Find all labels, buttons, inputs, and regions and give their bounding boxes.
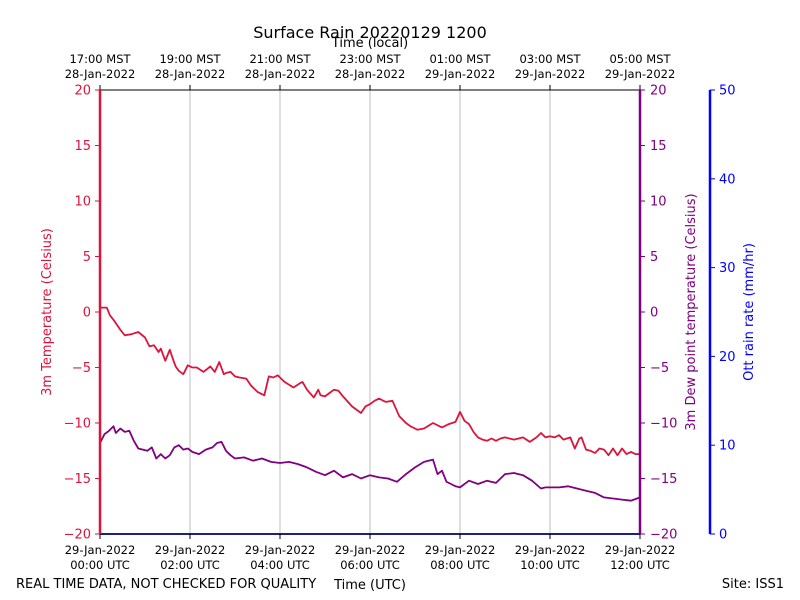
y-left-tick-label: −15	[64, 472, 91, 487]
x-top-tick-date: 29-Jan-2022	[515, 67, 586, 81]
x-bottom-tick-date: 29-Jan-2022	[245, 543, 316, 557]
series-line-1	[99, 425, 641, 502]
x-top-tick-date: 28-Jan-2022	[335, 67, 406, 81]
x-top-tick-time: 05:00 MST	[609, 52, 671, 66]
x-top-tick-time: 23:00 MST	[339, 52, 401, 66]
y-left-tick-label: −10	[64, 417, 91, 432]
y-right2-tick-label: 10	[719, 439, 736, 454]
chart-title: Surface Rain 20220129 1200	[253, 23, 487, 42]
x-bottom-tick-date: 29-Jan-2022	[425, 543, 496, 557]
x-top-tick-date: 28-Jan-2022	[65, 67, 136, 81]
y-right1-tick-label: 5	[650, 250, 658, 265]
x-bottom-tick-time: 12:00 UTC	[610, 558, 670, 572]
x-bottom-tick-date: 29-Jan-2022	[65, 543, 136, 557]
top-axis-label: Time (local)	[331, 36, 408, 51]
x-bottom-tick-date: 29-Jan-2022	[515, 543, 586, 557]
y-right2-tick-label: 40	[719, 172, 736, 187]
y-left-tick-label: 5	[83, 250, 91, 265]
y-right1-tick-label: 20	[650, 84, 667, 99]
x-top-tick-time: 01:00 MST	[429, 52, 491, 66]
x-top-tick-date: 29-Jan-2022	[605, 67, 676, 81]
y-right1-tick-label: −15	[650, 472, 677, 487]
x-bottom-tick-date: 29-Jan-2022	[335, 543, 406, 557]
y-right2-tick-label: 0	[719, 528, 727, 543]
y-right1-axis-label: 3m Dew point temperature (Celsius)	[684, 193, 699, 430]
y-left-axis-label: 3m Temperature (Celsius)	[40, 228, 55, 396]
y-left-tick-label: −20	[64, 528, 91, 543]
y-right2-tick-label: 20	[719, 350, 736, 365]
x-bottom-tick-time: 10:00 UTC	[520, 558, 580, 572]
x-bottom-tick-time: 08:00 UTC	[430, 558, 490, 572]
y-left-tick-label: −5	[72, 361, 91, 376]
quality-note: REAL TIME DATA, NOT CHECKED FOR QUALITY	[16, 577, 316, 592]
x-bottom-tick-time: 04:00 UTC	[250, 558, 310, 572]
site-label: Site: ISS1	[722, 577, 784, 592]
y-left-tick-label: 10	[74, 195, 91, 210]
x-top-tick-date: 28-Jan-2022	[155, 67, 226, 81]
y-right1-tick-label: −5	[650, 361, 669, 376]
series-line-0	[100, 306, 640, 457]
x-top-tick-time: 03:00 MST	[519, 52, 581, 66]
x-top-tick-date: 28-Jan-2022	[245, 67, 316, 81]
y-right1-tick-label: 0	[650, 306, 658, 321]
x-bottom-tick-time: 00:00 UTC	[70, 558, 130, 572]
y-right1-tick-label: 15	[650, 139, 667, 154]
y-left-tick-label: 0	[83, 306, 91, 321]
x-top-tick-time: 19:00 MST	[159, 52, 221, 66]
x-bottom-tick-time: 06:00 UTC	[340, 558, 400, 572]
x-top-tick-date: 29-Jan-2022	[425, 67, 496, 81]
y-right1-tick-label: −20	[650, 528, 677, 543]
y-right2-tick-label: 50	[719, 84, 736, 99]
y-right2-axis-label: Ott rain rate (mm/hr)	[742, 243, 757, 381]
x-bottom-tick-date: 29-Jan-2022	[155, 543, 226, 557]
x-bottom-tick-time: 02:00 UTC	[160, 558, 220, 572]
y-left-tick-label: 15	[74, 139, 91, 154]
y-right1-tick-label: −10	[650, 417, 677, 432]
y-right1-tick-label: 10	[650, 195, 667, 210]
y-left-tick-label: 20	[74, 84, 91, 99]
grid-lines	[189, 90, 551, 534]
x-axis-label: Time (UTC)	[333, 578, 406, 593]
y-right2-tick-label: 30	[719, 261, 736, 276]
x-bottom-tick-date: 29-Jan-2022	[605, 543, 676, 557]
x-top-tick-time: 17:00 MST	[69, 52, 131, 66]
plot-frame	[98, 89, 712, 535]
x-top-tick-time: 21:00 MST	[249, 52, 311, 66]
axes: 20151050−5−10−15−2020151050−5−10−15−2050…	[64, 52, 736, 572]
